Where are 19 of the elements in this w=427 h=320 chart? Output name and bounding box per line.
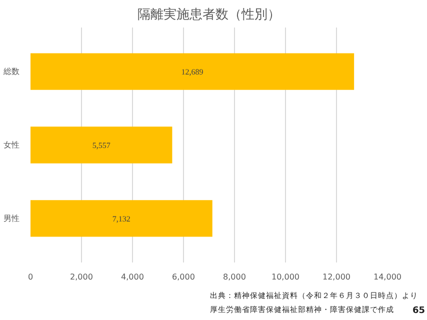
x-tick-label: 8,000	[223, 272, 246, 282]
text: 65	[412, 305, 425, 318]
bar	[30, 200, 212, 237]
y-tick-label: 女性	[4, 140, 20, 150]
bar	[30, 53, 354, 90]
x-tick-label: 2,000	[70, 272, 93, 282]
x-tick-label: 10,000	[272, 272, 300, 282]
x-tick-label: 12,000	[322, 272, 351, 282]
data-label: 12,689	[181, 68, 204, 77]
data-label: 5,557	[92, 141, 110, 150]
x-tick-label: 4,000	[121, 272, 144, 282]
chart-title: 隔離実施患者数（性別）	[138, 6, 280, 22]
x-tick-label: 0	[28, 272, 34, 282]
x-tick-label: 14,000	[374, 272, 402, 282]
y-tick-label: 総数	[2, 67, 20, 76]
bar	[30, 126, 172, 164]
data-label: 7,132	[112, 214, 130, 224]
y-tick-label: 男性	[4, 214, 20, 223]
x-tick-label: 6,000	[172, 272, 195, 282]
